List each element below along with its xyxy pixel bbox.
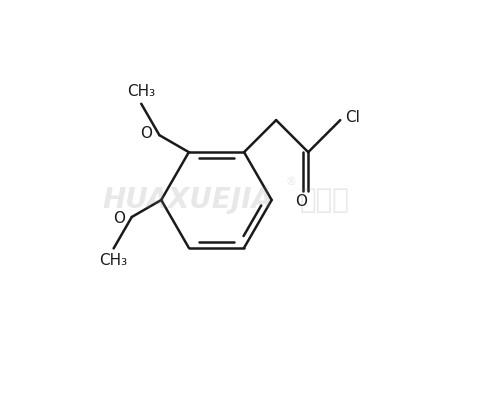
Text: CH₃: CH₃ xyxy=(100,253,127,268)
Text: O: O xyxy=(140,126,152,142)
Text: Cl: Cl xyxy=(345,110,360,125)
Text: O: O xyxy=(295,194,307,209)
Text: ®: ® xyxy=(286,177,297,187)
Text: HUAXUEJIA: HUAXUEJIA xyxy=(102,186,273,214)
Text: CH₃: CH₃ xyxy=(127,84,155,99)
Text: 化学加: 化学加 xyxy=(299,186,349,214)
Text: O: O xyxy=(113,211,124,226)
